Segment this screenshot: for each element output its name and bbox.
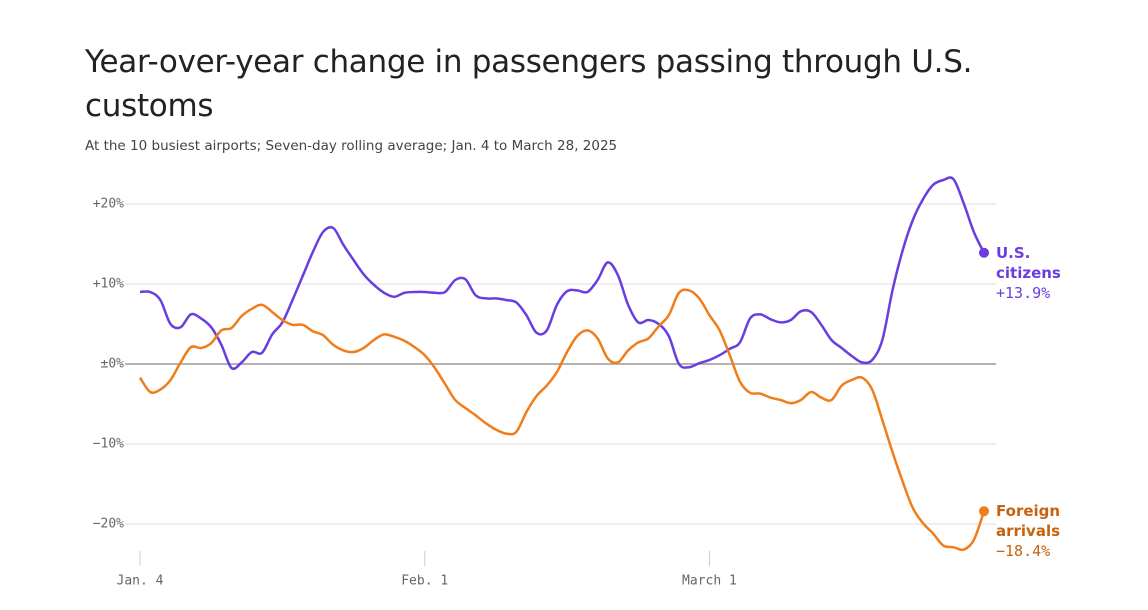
end-dot (979, 506, 989, 517)
series-label: Foreign arrivals (996, 502, 1061, 541)
end-dot (979, 247, 989, 258)
line (138, 288, 986, 552)
x-tick-label: March 1 (682, 574, 737, 589)
end-value-label: +13.9% (996, 283, 1051, 302)
end-value-label: −18.4% (996, 542, 1051, 561)
x-tick-label: Feb. 1 (401, 574, 448, 589)
y-tick-label: +20% (93, 197, 124, 212)
series-label: U.S. citizens (996, 243, 1061, 282)
y-tick-label: −20% (93, 517, 124, 532)
chart-title: Year-over-year change in passengers pass… (85, 44, 973, 124)
y-tick-label: ±0% (101, 357, 125, 372)
line (139, 176, 986, 370)
y-tick-label: +10% (93, 277, 124, 292)
x-tick-label: Jan. 4 (117, 574, 164, 589)
chart-subtitle: At the 10 busiest airports; Seven-day ro… (85, 138, 618, 154)
y-tick-label: −10% (93, 437, 124, 452)
